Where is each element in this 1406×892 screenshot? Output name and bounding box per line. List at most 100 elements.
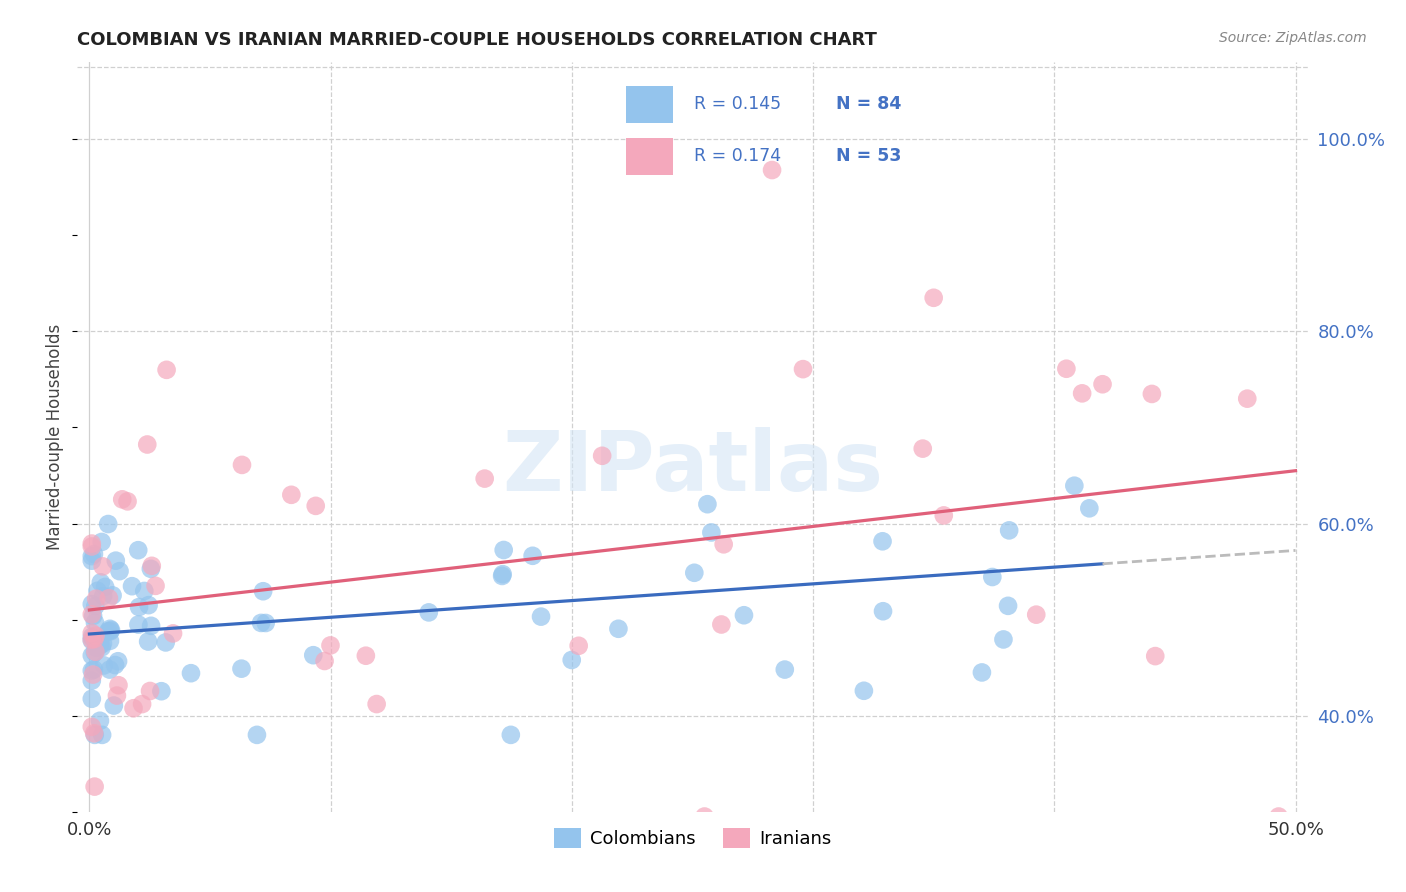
Point bbox=[91, 728, 114, 742]
Point bbox=[911, 442, 934, 456]
Point bbox=[80, 536, 103, 550]
Point bbox=[89, 714, 111, 728]
Point bbox=[314, 654, 336, 668]
Point bbox=[108, 564, 131, 578]
Point bbox=[354, 648, 377, 663]
Point bbox=[1054, 361, 1077, 376]
Point bbox=[499, 728, 522, 742]
Point bbox=[83, 663, 105, 677]
Point bbox=[80, 540, 103, 554]
Point bbox=[1144, 649, 1167, 664]
Point bbox=[84, 591, 107, 606]
Point bbox=[150, 684, 173, 698]
Point bbox=[162, 626, 184, 640]
Point bbox=[993, 632, 1015, 647]
Point bbox=[155, 635, 177, 649]
Point bbox=[246, 728, 269, 742]
Point bbox=[82, 609, 104, 624]
Point bbox=[80, 554, 103, 568]
Point bbox=[83, 632, 105, 646]
Point bbox=[98, 663, 121, 677]
Point bbox=[83, 645, 105, 659]
Point bbox=[84, 640, 107, 655]
Point bbox=[591, 449, 613, 463]
Point bbox=[710, 617, 733, 632]
Point bbox=[733, 608, 755, 623]
Point bbox=[93, 658, 115, 673]
Point bbox=[970, 665, 993, 680]
Point bbox=[80, 632, 103, 647]
Point bbox=[91, 559, 114, 574]
Point bbox=[145, 579, 167, 593]
Point bbox=[139, 562, 162, 576]
Point bbox=[713, 537, 735, 551]
Point bbox=[101, 588, 124, 602]
Point bbox=[136, 437, 159, 451]
Point bbox=[792, 362, 814, 376]
Point bbox=[254, 615, 277, 630]
Text: Source: ZipAtlas.com: Source: ZipAtlas.com bbox=[1219, 31, 1367, 45]
Point bbox=[155, 363, 177, 377]
Point bbox=[80, 691, 103, 706]
Point bbox=[922, 291, 945, 305]
Point bbox=[84, 645, 107, 659]
Point bbox=[80, 630, 103, 644]
Point bbox=[474, 472, 496, 486]
Point bbox=[138, 598, 160, 612]
Point bbox=[180, 666, 202, 681]
Point bbox=[1071, 386, 1094, 401]
Point bbox=[107, 654, 129, 668]
Point bbox=[90, 640, 112, 655]
Point bbox=[872, 534, 894, 549]
Point bbox=[98, 624, 121, 639]
Point bbox=[530, 609, 553, 624]
Point bbox=[522, 549, 544, 563]
Point bbox=[100, 623, 122, 637]
Point bbox=[568, 639, 591, 653]
Point bbox=[80, 673, 103, 688]
Y-axis label: Married-couple Households: Married-couple Households bbox=[46, 324, 65, 550]
Point bbox=[1236, 392, 1258, 406]
Point bbox=[84, 599, 107, 614]
Point bbox=[107, 678, 129, 692]
Point bbox=[83, 726, 105, 740]
Point bbox=[127, 617, 149, 632]
Point bbox=[932, 508, 955, 523]
Point bbox=[700, 525, 723, 540]
Point bbox=[491, 569, 513, 583]
Point bbox=[91, 589, 114, 603]
Point bbox=[1063, 479, 1085, 493]
Point bbox=[607, 622, 630, 636]
Point bbox=[84, 629, 107, 643]
Point bbox=[139, 619, 162, 633]
Point bbox=[98, 622, 121, 636]
Point bbox=[80, 720, 103, 734]
Point bbox=[83, 547, 105, 561]
Point bbox=[104, 554, 127, 568]
Point bbox=[80, 549, 103, 563]
Point bbox=[139, 684, 162, 698]
Point bbox=[104, 658, 127, 673]
Point bbox=[117, 494, 139, 508]
Point bbox=[981, 570, 1004, 584]
Point bbox=[1091, 377, 1114, 392]
Point bbox=[231, 458, 253, 472]
Point bbox=[1140, 387, 1163, 401]
Text: ZIPatlas: ZIPatlas bbox=[502, 426, 883, 508]
Point bbox=[80, 597, 103, 611]
Point bbox=[305, 499, 328, 513]
Point bbox=[97, 591, 120, 606]
Point bbox=[122, 701, 145, 715]
Point bbox=[80, 648, 103, 663]
Point bbox=[1078, 501, 1101, 516]
Point bbox=[94, 580, 117, 594]
Point bbox=[90, 575, 112, 590]
Point bbox=[136, 634, 159, 648]
Point bbox=[997, 599, 1019, 613]
Point bbox=[231, 662, 253, 676]
Legend: Colombians, Iranians: Colombians, Iranians bbox=[547, 821, 838, 855]
Point bbox=[872, 604, 894, 618]
Point bbox=[131, 697, 153, 711]
Point bbox=[418, 606, 440, 620]
Point bbox=[773, 663, 796, 677]
